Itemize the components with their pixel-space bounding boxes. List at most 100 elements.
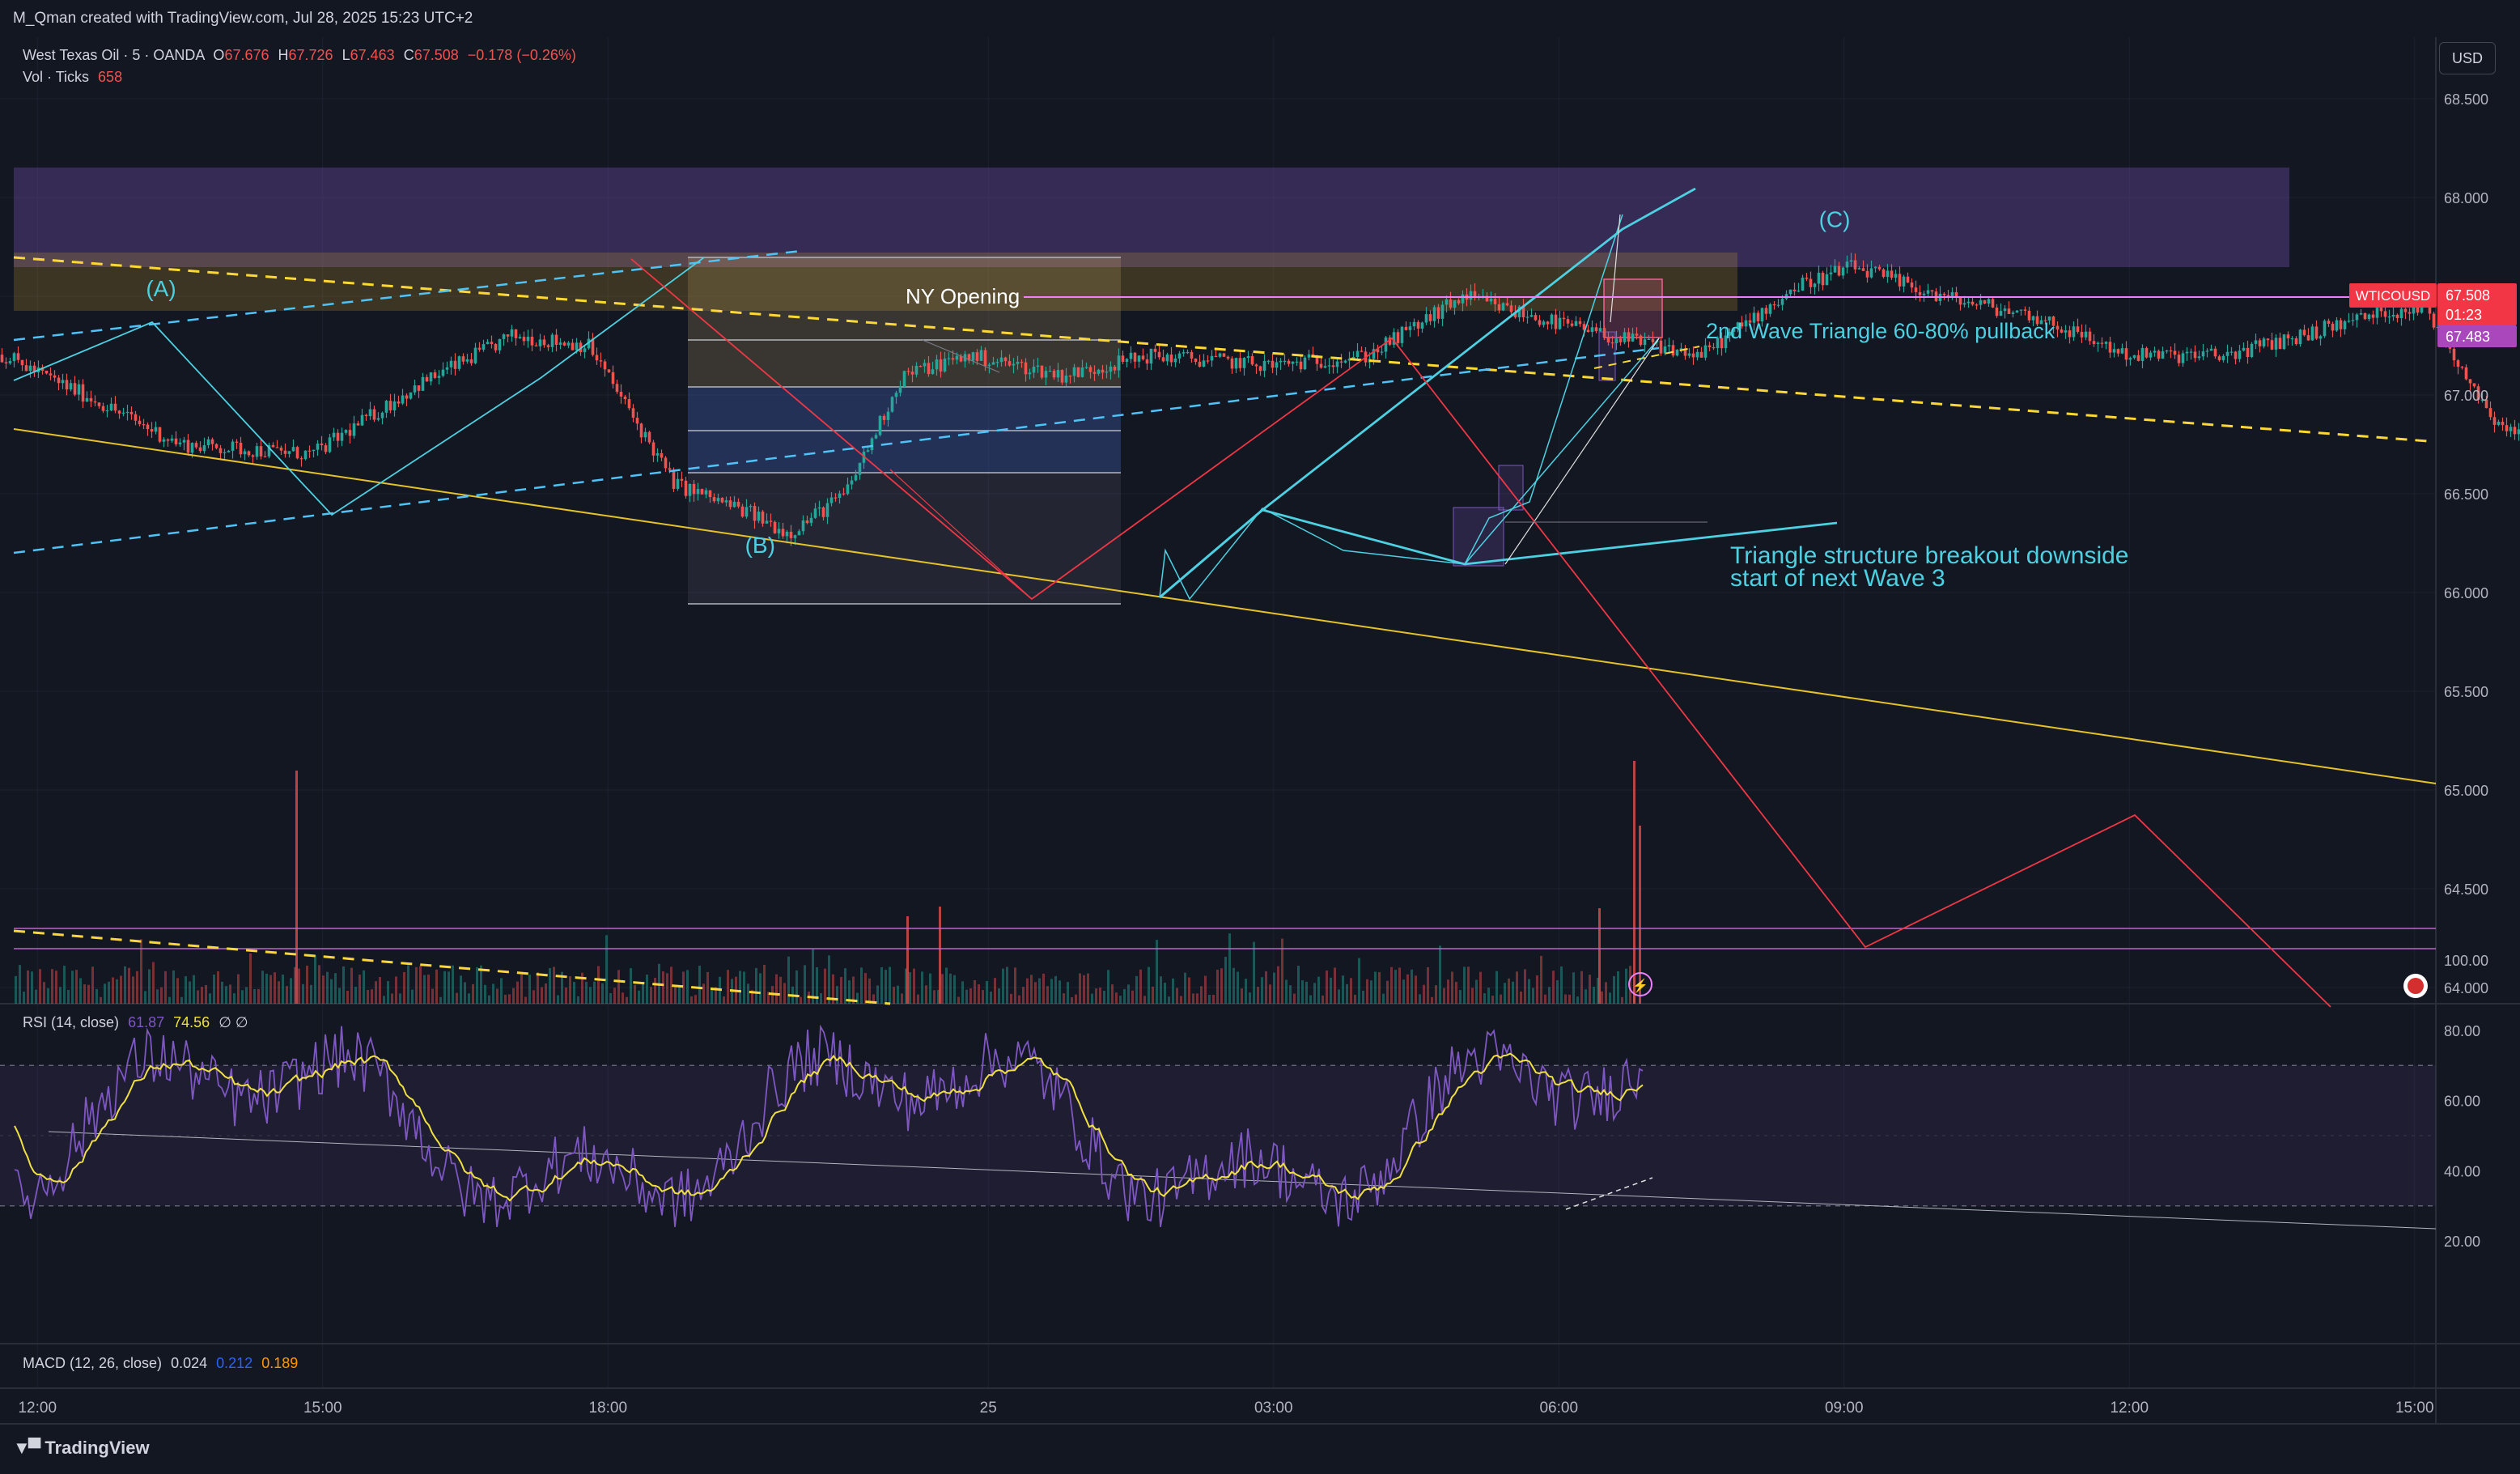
candle-body [2488, 408, 2492, 418]
candle-body [1469, 291, 1473, 300]
volume-bar [43, 982, 45, 1004]
macd-legend[interactable]: MACD (12, 26, close) 0.024 0.212 0.189 [23, 1355, 298, 1372]
volume-bar [1459, 990, 1462, 1004]
candle-body [914, 366, 918, 375]
rsi-legend[interactable]: RSI (14, close) 61.87 74.56 ∅ ∅ [23, 1014, 248, 1031]
candle-body [2229, 351, 2234, 353]
rsi-title[interactable]: RSI (14, close) [23, 1014, 120, 1030]
volume-bar [1212, 994, 1215, 1004]
candle-body [1012, 363, 1016, 366]
candle-body [202, 445, 206, 452]
volume-bar [739, 971, 741, 1004]
macd-title[interactable]: MACD (12, 26, close) [23, 1355, 163, 1371]
volume-bar [820, 993, 822, 1004]
candle-body [2371, 314, 2375, 318]
volume-bar [1188, 977, 1190, 1004]
candle-body [1631, 333, 1635, 342]
volume-bar [779, 976, 782, 1004]
rsi-tick-label: 80.00 [2444, 1023, 2480, 1039]
volume-bar [1002, 968, 1004, 1004]
candle-body [712, 497, 716, 502]
chart-canvas[interactable]: (A)(B)(C)(A)(B)(C)(D)(E)(1)(2)(3)(4)NY O… [0, 37, 2520, 1423]
volume-bar [476, 967, 478, 1004]
candle-body [469, 359, 473, 363]
tradingview-icon: ▼▀ [13, 1438, 40, 1458]
candle-body [554, 334, 558, 345]
volume-bar [545, 983, 547, 1004]
symbol-legend[interactable]: West Texas Oil · 5 · OANDA O67.676 H67.7… [23, 47, 576, 64]
volume-bar [1285, 979, 1288, 1004]
candle-body [461, 356, 465, 362]
volume-label[interactable]: Vol · Ticks [23, 69, 90, 85]
candle-body [376, 418, 380, 420]
fib-top-box [688, 257, 1121, 387]
volume-bar [168, 996, 171, 1004]
candle-body [320, 444, 324, 446]
volume-bar [39, 969, 41, 1004]
candle-body [1388, 337, 1392, 345]
volume-bar [1075, 994, 1077, 1004]
volume-bar [282, 975, 284, 1004]
candle-body [1194, 358, 1198, 362]
candle-body [1214, 355, 1218, 358]
candle-body [757, 512, 761, 521]
yellow-dashed-short [1593, 346, 1700, 369]
candle-body [2209, 348, 2213, 351]
candle-body [1550, 314, 1554, 325]
volume-bar [322, 975, 325, 1004]
candle-body [2513, 427, 2517, 435]
volume-bar [1419, 994, 1421, 1004]
candle-body [668, 468, 672, 470]
volume-bar [338, 988, 341, 1004]
candle-body [227, 450, 231, 452]
volume-bar [217, 971, 219, 1004]
volume-bar [448, 971, 450, 1004]
volume-legend[interactable]: Vol · Ticks 658 [23, 69, 122, 86]
candle-body [2242, 347, 2246, 351]
volume-bar [1050, 979, 1053, 1004]
candle-body [2153, 350, 2157, 353]
volume-bar [800, 996, 802, 1004]
volume-bar [885, 970, 887, 1004]
candle-body [8, 361, 12, 363]
candle-body [182, 440, 186, 443]
volume-bar [104, 983, 106, 1004]
volume-bar [897, 985, 899, 1004]
candle-body [1335, 361, 1339, 367]
candle-body [360, 414, 364, 426]
candle-body [894, 393, 898, 397]
candle-body [2080, 331, 2084, 338]
candle-body [1946, 295, 1950, 296]
candle-body [4, 362, 8, 363]
ny-opening-label: NY Opening [906, 284, 1020, 308]
candle-body [1384, 337, 1388, 352]
candle-body [813, 508, 817, 518]
volume-bar [310, 984, 312, 1004]
candle-body [510, 329, 514, 337]
volume-bar [650, 987, 652, 1004]
volume-bar [561, 971, 563, 1004]
volume-bar [375, 981, 377, 1004]
candle-body [413, 385, 417, 393]
candle-body [1776, 304, 1780, 306]
candle-body [761, 512, 765, 524]
volume-bar [249, 953, 252, 1004]
wave-label-cyan: (B) [745, 533, 775, 558]
grey-line [922, 339, 1000, 373]
volume-bar [363, 970, 365, 1004]
volume-bar [974, 979, 976, 1004]
currency-button[interactable]: USD [2439, 42, 2496, 74]
candle-body [801, 520, 805, 532]
symbol-name[interactable]: West Texas Oil · 5 · OANDA [23, 47, 205, 63]
tradingview-logo[interactable]: ▼▀ TradingView [13, 1438, 150, 1459]
candle-body [1101, 369, 1105, 373]
candle-body [850, 480, 854, 485]
volume-bar [1423, 984, 1425, 1004]
candle-body [1983, 299, 1987, 304]
volume-bar [597, 966, 600, 1004]
candle-body [2112, 349, 2116, 353]
volume-bar [589, 987, 592, 1004]
volume-bar [1528, 979, 1530, 1004]
volume-bar [1160, 976, 1162, 1004]
volume-bar [1479, 971, 1482, 1004]
